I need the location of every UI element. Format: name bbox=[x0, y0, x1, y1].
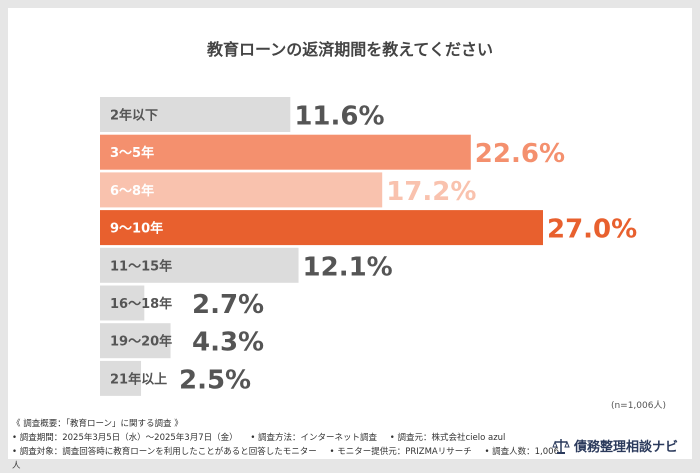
category-label-2: 3～5年 bbox=[110, 145, 154, 161]
brand-logo: 債務整理相談ナビ bbox=[552, 436, 678, 455]
footer-method: • 調査方法：インターネット調査 bbox=[250, 433, 378, 443]
value-label-6: 2.7% bbox=[192, 290, 264, 320]
bar-7 bbox=[100, 323, 171, 359]
survey-footer: 《 調査概要：「教育ローン」に関する調査 》 • 調査期間：2025年3月5日（… bbox=[12, 417, 572, 473]
sample-size-note: (n=1,006人) bbox=[610, 401, 666, 411]
category-label-1: 2年以下 bbox=[110, 108, 158, 124]
category-label-7: 19～20年 bbox=[110, 334, 172, 350]
category-label-4: 9～10年 bbox=[110, 221, 163, 237]
bar-1 bbox=[100, 97, 291, 132]
value-label-3: 17.2% bbox=[386, 177, 476, 207]
scales-icon bbox=[552, 438, 570, 454]
category-label-3: 6～8年 bbox=[110, 183, 154, 199]
bar-2 bbox=[100, 134, 471, 170]
footer-count: • 調査人数：1,006人 bbox=[12, 447, 559, 471]
chart-title: 教育ローンの返済期間を教えてください bbox=[207, 40, 493, 59]
brand-name: 債務整理相談ナビ bbox=[573, 440, 678, 455]
footer-provider: • モニター提供元：PRIZMAリサーチ bbox=[329, 447, 472, 457]
footer-period: • 調査期間：2025年3月5日（水）～2025年3月7日（金） bbox=[12, 433, 238, 443]
category-label-8: 21年以上 bbox=[110, 371, 167, 387]
value-label-8: 2.5% bbox=[179, 365, 251, 395]
chart-card: 教育ローンの返済期間を教えてください 2年以下 11.6% 3～5年 22.6% 6～8… bbox=[8, 8, 692, 471]
category-label-6: 16～18年 bbox=[110, 296, 172, 312]
value-label-5: 12.1% bbox=[303, 252, 393, 282]
bar-3 bbox=[100, 172, 383, 208]
footer-heading: 《 調査概要：「教育ローン」に関する調査 》 bbox=[12, 419, 183, 429]
footer-row-2: • 調査対象：調査回答時に教育ローンを利用したことがあると回答したモニター • … bbox=[12, 445, 572, 473]
bar-chart: 2年以下 11.6% 3～5年 22.6% 6～8年 17.2% 9～10年 27.0% 11～… bbox=[100, 97, 637, 396]
bar-4 bbox=[100, 210, 543, 246]
footer-target: • 調査対象：調査回答時に教育ローンを利用したことがあると回答したモニター bbox=[12, 447, 317, 457]
footer-row-1: • 調査期間：2025年3月5日（水）～2025年3月7日（金） • 調査方法：… bbox=[12, 431, 572, 445]
bar-8 bbox=[100, 360, 142, 396]
value-label-1: 11.6% bbox=[294, 102, 384, 132]
bar-5 bbox=[100, 247, 299, 283]
value-label-7: 4.3% bbox=[192, 328, 264, 358]
value-label-4: 27.0% bbox=[547, 215, 637, 245]
footer-org: • 調査元：株式会社cielo azul bbox=[389, 433, 506, 443]
value-label-2: 22.6% bbox=[475, 139, 565, 169]
bar-6 bbox=[100, 285, 145, 321]
category-label-5: 11～15年 bbox=[110, 258, 172, 274]
